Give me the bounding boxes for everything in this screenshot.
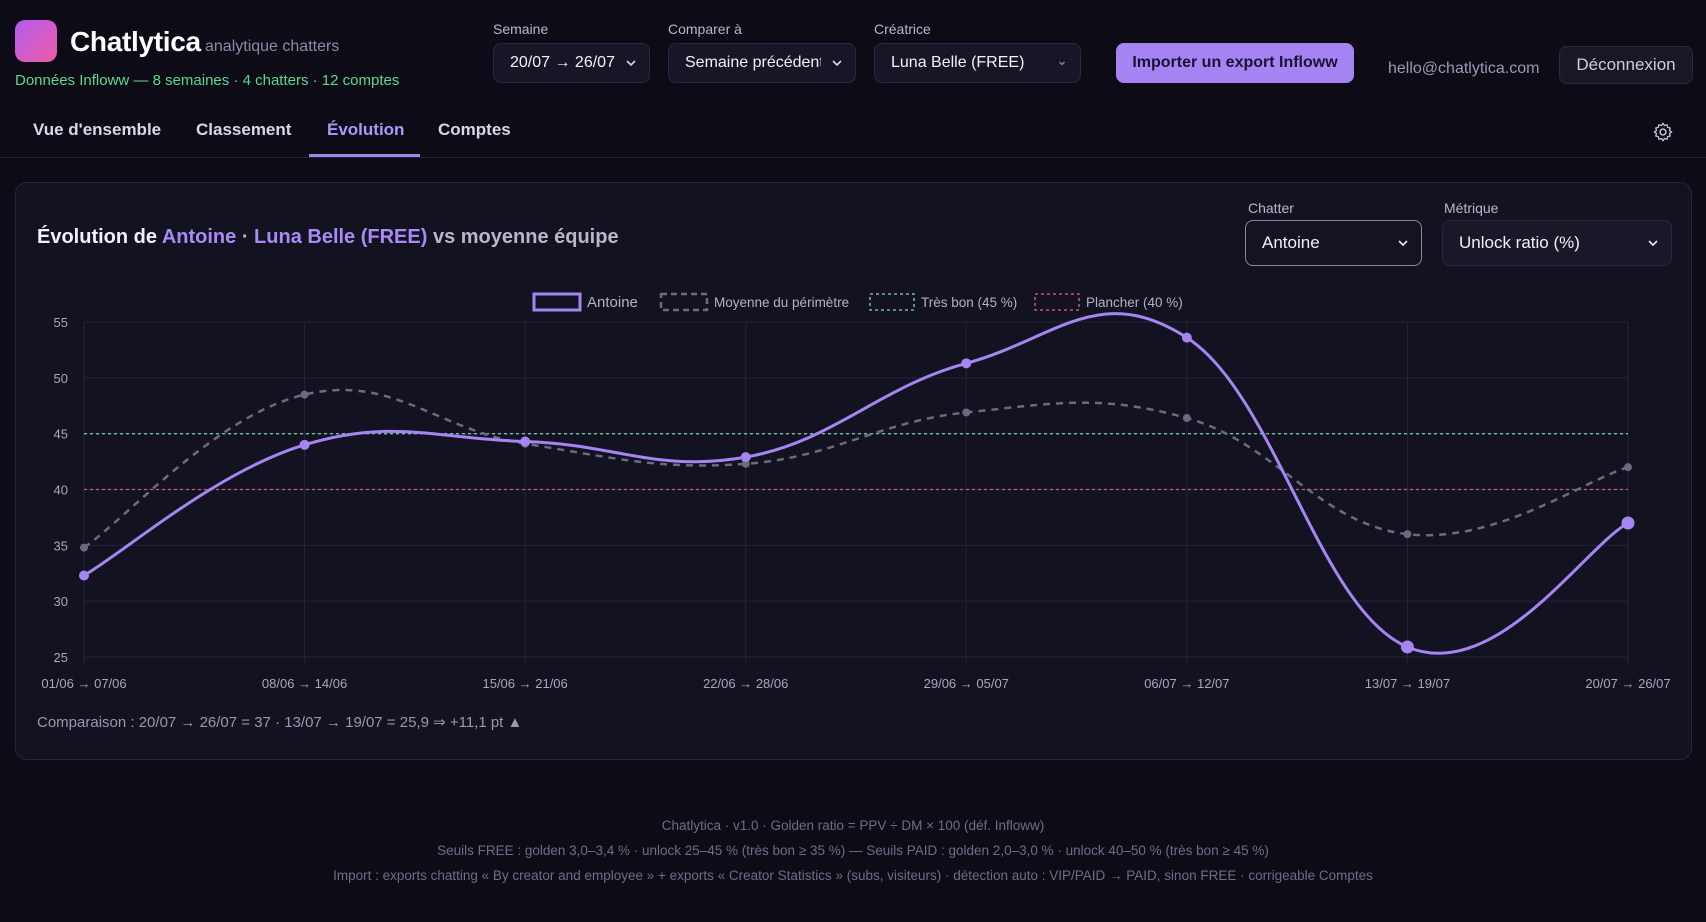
y-tick-label: 30 [54,594,68,609]
series-line-antoine [83,312,1629,655]
app-header: Chatlytica analytique chatters Données I… [0,0,1706,100]
y-tick-label: 40 [54,483,68,498]
metric-label: Métrique [1444,200,1499,216]
chatter-label: Chatter [1248,200,1294,216]
legend-swatch [1034,293,1080,311]
active-tab-indicator [309,154,420,157]
x-tick-label: 22/06 → 28/06 [703,676,788,691]
x-tick-label: 01/06 → 07/06 [41,676,126,691]
data-point-average [962,408,971,417]
data-summary: Données Infloww — 8 semaines · 4 chatter… [15,72,400,89]
data-point-antoine [299,439,310,450]
tab-ranking[interactable]: Classement [196,120,292,139]
creator-select[interactable]: Luna Belle (FREE) [874,43,1081,83]
title-prefix: Évolution de [37,226,162,248]
title-suffix: vs moyenne équipe [427,226,619,248]
x-tick-label: 20/07 → 26/07 [1585,676,1670,691]
creator-label: Créatrice [874,21,931,37]
chatter-select-value: Antoine [1262,233,1320,252]
title-chatter: Antoine [161,226,237,248]
data-point-antoine [1621,516,1635,530]
y-tick-label: 35 [54,538,68,553]
series-line-average [83,388,1629,549]
chevron-down-icon [1059,61,1065,66]
legend-label: Très bon (45 %) [921,295,1017,310]
metric-select[interactable]: Unlock ratio (%) [1442,220,1672,266]
evolution-panel: Évolution de Antoine · Luna Belle (FREE)… [15,182,1692,760]
app-subtitle: analytique chatters [205,38,340,55]
legend-label: Plancher (40 %) [1086,295,1183,310]
x-tick-label: 15/06 → 21/06 [482,676,567,691]
chatter-select[interactable]: Antoine [1245,220,1422,266]
chevron-down-icon [1648,240,1658,247]
legend-label: Moyenne du périmètre [714,295,849,310]
x-tick-label: 13/07 → 19/07 [1365,676,1450,691]
tab-accounts[interactable]: Comptes [438,120,511,139]
data-point-antoine [79,570,89,581]
title-creator: Luna Belle (FREE) [254,226,428,248]
week-select[interactable]: 20/07 → 26/07 [493,43,650,83]
data-point-average [741,459,750,468]
y-tick-label: 50 [54,371,68,386]
compare-select-value: Semaine précédente [685,54,821,71]
data-point-antoine [520,436,531,447]
data-point-average [300,390,309,399]
legend-label: Antoine [587,294,638,311]
tab-bar: Vue d'ensemble Classement Évolution Comp… [0,108,1706,158]
logout-button[interactable]: Déconnexion [1559,46,1693,84]
compare-select[interactable]: Semaine précédente [668,43,856,83]
chevron-down-icon [1398,240,1408,247]
app-logo [15,20,57,62]
evolution-chart: 25 30 35 40 45 50 55 01/06 → 07/06 08/06 → 14/06… [41,292,1671,691]
week-label: Semaine [493,21,549,37]
data-point-antoine [1400,640,1414,654]
data-point-antoine [961,358,972,369]
y-tick-label: 25 [54,650,68,665]
legend-swatch [532,292,582,312]
data-point-average [1624,463,1632,472]
tab-evolution[interactable]: Évolution [327,120,405,139]
legend-swatch [869,293,915,311]
user-email: hello@chatlytica.com [1388,60,1540,77]
x-tick-label: 29/06 → 05/07 [924,676,1009,691]
footer-version: Chatlytica · v1.0 · Golden ratio = PPV ÷… [661,818,1045,833]
footer-import-info: Import : exports chatting « By creator a… [333,868,1373,883]
panel-title: Évolution de Antoine · Luna Belle (FREE)… [37,226,619,249]
import-button[interactable]: Importer un export Infloww [1116,43,1354,83]
data-point-average [1182,414,1191,423]
x-tick-label: 06/07 → 12/07 [1144,676,1229,691]
week-select-value: 20/07 → 26/07 [510,54,615,71]
gear-icon[interactable] [1652,121,1674,143]
data-point-antoine [1181,332,1192,343]
footer-thresholds: Seuils FREE : golden 3,0–3,4 % · unlock … [437,843,1269,858]
data-point-antoine [740,452,751,463]
data-point-average [1403,530,1412,539]
x-tick-label: 08/06 → 14/06 [262,676,347,691]
legend-swatch [659,292,709,312]
creator-select-value: Luna Belle (FREE) [891,54,1025,71]
compare-label: Comparer à [668,21,742,37]
chevron-down-icon [626,60,636,67]
comparison-summary: Comparaison : 20/07 → 26/07 = 37 · 13/07… [37,714,523,731]
y-tick-label: 45 [54,427,68,442]
data-point-average [80,543,88,552]
title-separator: · [236,226,255,248]
tab-overview[interactable]: Vue d'ensemble [33,120,162,139]
app-name: Chatlytica [70,26,201,57]
y-tick-label: 55 [54,315,68,330]
chevron-down-icon [832,60,842,67]
metric-select-value: Unlock ratio (%) [1459,233,1580,252]
